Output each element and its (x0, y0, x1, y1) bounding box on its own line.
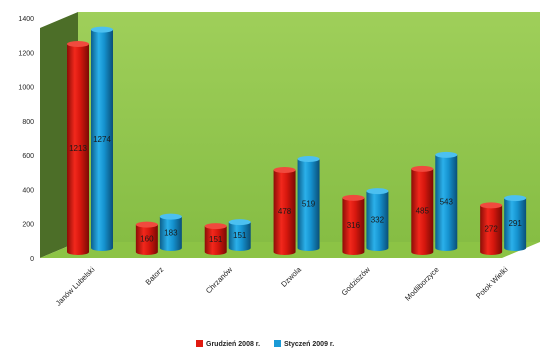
y-axis: 0 200 400 600 800 1000 1200 1400 (18, 16, 34, 263)
legend: Grudzień 2008 r. Styczeń 2009 r. (196, 340, 334, 348)
bar-body (91, 29, 113, 251)
x-axis: Janów Lubelski Batorz Chrzanów Dzwola Godzis… (54, 264, 510, 307)
bar-top (273, 167, 296, 174)
bar: 183 (159, 213, 182, 252)
bar-body (273, 170, 296, 255)
bar-top (159, 213, 182, 220)
legend-label: Grudzień 2008 r. (206, 341, 260, 348)
data-label: 183 (164, 228, 178, 237)
bar: 1213 (67, 41, 89, 255)
bar: 272 (480, 202, 503, 255)
bar-body (159, 216, 182, 252)
bar: 316 (342, 194, 365, 255)
bar-top (342, 194, 365, 201)
bar: 151 (204, 223, 227, 255)
bar-top (67, 41, 89, 48)
bar: 478 (273, 167, 296, 255)
y-tick-label: 600 (22, 153, 34, 160)
bar-top (228, 219, 251, 226)
y-tick-label: 1000 (18, 85, 34, 92)
bar: 291 (504, 195, 527, 251)
legend-label: Styczeń 2009 r. (284, 341, 334, 348)
data-label: 519 (302, 200, 316, 209)
data-label: 316 (347, 221, 361, 230)
bar-body (297, 159, 320, 252)
y-tick-label: 0 (30, 256, 34, 263)
data-label: 1213 (69, 144, 87, 153)
bars: 1213 1274 160 183 151 151 478 519 316 332 485 543 27… (67, 26, 527, 255)
data-label: 478 (278, 207, 292, 216)
y-tick-label: 200 (22, 222, 34, 229)
bar-body (342, 197, 365, 255)
bar: 519 (297, 156, 320, 252)
x-tick-label: Janów Lubelski (54, 265, 97, 308)
bar: 543 (435, 151, 458, 252)
bar: 485 (411, 165, 434, 255)
y-tick-label: 800 (22, 119, 34, 126)
data-label: 291 (508, 219, 522, 228)
bar-top (297, 156, 320, 163)
bar: 160 (135, 221, 158, 255)
data-label: 485 (416, 206, 430, 215)
x-tick-label: Batorz (144, 265, 166, 287)
bar-top (135, 221, 158, 228)
bar-top (411, 165, 434, 172)
bar: 1274 (91, 26, 113, 251)
data-label: 1274 (93, 135, 111, 144)
legend-swatch (196, 340, 203, 347)
bar-top (480, 202, 503, 209)
bar: 332 (366, 188, 389, 252)
data-label: 151 (209, 235, 223, 244)
bar-body (204, 226, 227, 255)
data-label: 332 (371, 216, 385, 225)
y-tick-label: 400 (22, 187, 34, 194)
bar-body (67, 44, 89, 255)
data-label: 151 (233, 231, 247, 240)
bar-body (411, 168, 434, 255)
x-tick-label: Chrzanów (204, 265, 235, 296)
bar-top (504, 195, 527, 202)
bar-body (435, 154, 458, 252)
bar-top (435, 151, 458, 158)
bar-body (135, 224, 158, 255)
data-label: 160 (140, 234, 154, 243)
x-tick-label: Dzwola (279, 264, 303, 288)
data-label: 543 (440, 197, 454, 206)
bar-top (366, 188, 389, 195)
bar-body (504, 198, 527, 251)
x-tick-label: Potok Wielki (474, 265, 510, 301)
y-tick-label: 1400 (18, 16, 34, 23)
y-tick-label: 1200 (18, 50, 34, 57)
legend-swatch (274, 340, 281, 347)
x-tick-label: Modliborzyce (403, 265, 441, 303)
bar-body (480, 205, 503, 255)
bar-top (91, 26, 113, 33)
data-label: 272 (484, 225, 498, 234)
bar-top (204, 223, 227, 230)
bar: 151 (228, 219, 251, 252)
x-tick-label: Godziszów (340, 265, 373, 298)
bar-body (228, 222, 251, 252)
bar-body (366, 191, 389, 252)
